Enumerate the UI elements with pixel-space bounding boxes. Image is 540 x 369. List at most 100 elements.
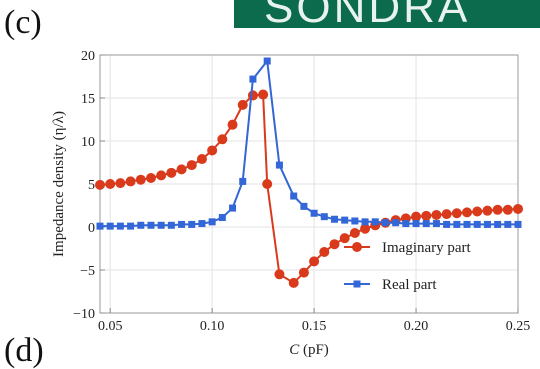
- data-point: [227, 119, 238, 130]
- data-point: [106, 222, 114, 230]
- data-point: [156, 170, 167, 181]
- y-tick-label: 20: [81, 49, 95, 64]
- data-point: [339, 233, 350, 244]
- data-point: [249, 75, 257, 83]
- data-point: [217, 134, 228, 145]
- data-point: [218, 214, 226, 222]
- data-point: [298, 267, 309, 278]
- data-point: [431, 209, 442, 220]
- legend-swatch-marker: [352, 242, 362, 252]
- series-line: [100, 58, 518, 228]
- data-point: [274, 269, 285, 280]
- data-point: [196, 154, 207, 165]
- legend-entry: Real part: [344, 277, 437, 293]
- legend-entry: Imaginary part: [344, 240, 472, 256]
- x-axis-label: C (pF): [289, 342, 329, 358]
- data-point: [513, 203, 523, 214]
- grid: [100, 54, 519, 314]
- data-point: [127, 222, 135, 230]
- sondra-logo: SONDRA: [234, 0, 540, 28]
- data-point: [167, 221, 175, 229]
- data-point: [411, 211, 422, 222]
- impedance-chart: 0.05 0.10 0.15 0.20 0.25 −10 −5 0 5 10 15 20 Impeda…: [51, 49, 530, 358]
- data-point: [514, 220, 522, 228]
- data-point: [329, 239, 340, 250]
- data-point: [492, 204, 503, 215]
- data-point: [473, 220, 481, 228]
- legend-label: Real part: [382, 277, 437, 293]
- data-point: [115, 178, 126, 189]
- data-point: [137, 221, 145, 229]
- data-point: [207, 145, 218, 156]
- data-point: [330, 215, 338, 223]
- data-point: [371, 218, 379, 226]
- data-point: [402, 220, 410, 228]
- data-point: [229, 204, 237, 212]
- panel-label-c: (c): [4, 4, 42, 41]
- y-tick-label: 5: [88, 178, 95, 193]
- data-point: [360, 223, 371, 234]
- legend-label: Imaginary part: [382, 240, 472, 256]
- data-point: [320, 213, 328, 221]
- data-point: [462, 207, 473, 218]
- data-point: [502, 204, 513, 215]
- data-point: [247, 90, 258, 101]
- x-tick-label: 0.15: [302, 319, 327, 334]
- data-point: [392, 219, 400, 227]
- data-point: [300, 202, 308, 210]
- data-point: [275, 161, 283, 169]
- data-point: [441, 209, 452, 220]
- data-point: [432, 220, 440, 228]
- data-point: [188, 220, 196, 228]
- legend: Imaginary part Real part: [344, 240, 472, 293]
- x-tick-label: 0.10: [200, 319, 225, 334]
- legend-swatch-marker: [353, 280, 361, 288]
- data-point: [105, 179, 116, 189]
- data-point: [451, 208, 462, 219]
- x-axis-label-unit: (pF): [299, 342, 329, 358]
- data-point: [319, 246, 330, 257]
- data-point: [483, 220, 491, 228]
- x-tick-label: 0.20: [404, 319, 429, 334]
- y-tick-label: 10: [81, 135, 95, 150]
- data-point: [309, 256, 320, 267]
- data-point: [96, 222, 104, 230]
- data-point: [504, 220, 512, 228]
- data-point: [381, 219, 389, 227]
- data-point: [463, 220, 471, 228]
- y-tick-label: −5: [80, 264, 95, 279]
- y-tick-label: 15: [81, 92, 95, 107]
- data-point: [208, 218, 216, 226]
- y-tick-label: −10: [73, 307, 95, 322]
- data-point: [239, 177, 247, 185]
- series-real: [96, 57, 522, 230]
- data-point: [443, 220, 451, 228]
- data-point: [198, 220, 206, 228]
- data-point: [262, 179, 273, 189]
- axis-ticks: 0.05 0.10 0.15 0.20 0.25 −10 −5 0 5 10 15 20: [73, 49, 530, 334]
- data-point: [145, 172, 156, 183]
- data-point: [412, 220, 420, 228]
- x-tick-label: 0.25: [506, 319, 531, 334]
- data-point: [494, 220, 502, 228]
- y-tick-label: 0: [88, 221, 95, 236]
- data-point: [349, 228, 360, 239]
- data-point: [166, 167, 177, 178]
- data-point: [290, 192, 298, 200]
- data-point: [237, 99, 248, 110]
- data-point: [310, 209, 318, 217]
- data-point: [178, 220, 186, 228]
- data-point: [147, 221, 155, 229]
- series: [95, 57, 523, 288]
- data-point: [472, 206, 483, 217]
- data-point: [482, 205, 493, 216]
- data-point: [453, 220, 461, 228]
- data-point: [135, 174, 146, 185]
- data-point: [341, 216, 349, 224]
- x-tick-label: 0.05: [98, 319, 123, 334]
- data-point: [258, 89, 269, 100]
- data-point: [361, 218, 369, 226]
- data-point: [351, 217, 359, 225]
- x-axis-label-symbol: C: [289, 342, 300, 358]
- data-point: [95, 179, 105, 190]
